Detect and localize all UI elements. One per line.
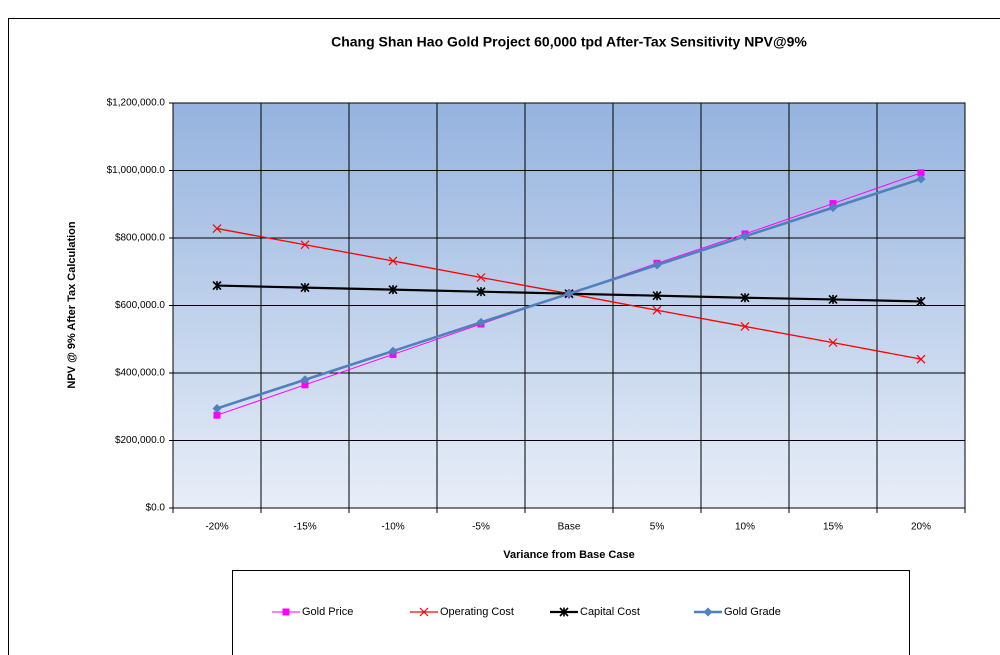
marker bbox=[559, 607, 569, 617]
x-tick-label: Base bbox=[558, 522, 581, 533]
series bbox=[212, 174, 926, 413]
marker bbox=[388, 256, 398, 266]
y-tick-label: $1,000,000.0 bbox=[107, 165, 166, 176]
y-tick-label: $600,000.0 bbox=[115, 300, 165, 311]
y-tick-label: $400,000.0 bbox=[115, 368, 165, 379]
marker bbox=[476, 317, 486, 327]
legend-item: Gold Grade bbox=[694, 606, 781, 618]
marker bbox=[212, 281, 222, 291]
marker bbox=[828, 338, 838, 348]
legend-item: Capital Cost bbox=[550, 606, 640, 618]
marker bbox=[652, 305, 662, 315]
marker bbox=[388, 346, 398, 356]
y-tick-label: $1,200,000.0 bbox=[107, 98, 166, 109]
marker bbox=[564, 289, 574, 299]
marker bbox=[476, 273, 486, 282]
marker bbox=[388, 285, 398, 295]
marker bbox=[300, 240, 310, 250]
chart-title: Chang Shan Hao Gold Project 60,000 tpd A… bbox=[331, 34, 807, 50]
marker bbox=[419, 607, 429, 617]
marker bbox=[301, 381, 309, 389]
marker bbox=[703, 607, 713, 617]
legend-label: Capital Cost bbox=[580, 606, 640, 618]
x-tick-label: 10% bbox=[735, 522, 755, 533]
marker bbox=[212, 224, 222, 233]
x-tick-label: 15% bbox=[823, 522, 843, 533]
marker bbox=[476, 287, 486, 297]
marker bbox=[652, 291, 662, 301]
legend-label: Gold Grade bbox=[724, 606, 781, 618]
x-tick-label: 20% bbox=[911, 522, 931, 533]
x-axis-title: Variance from Base Case bbox=[503, 549, 634, 561]
x-tick-label: 5% bbox=[650, 522, 665, 533]
legend-item: Gold Price bbox=[272, 606, 353, 618]
marker bbox=[300, 375, 310, 385]
y-tick-label: $200,000.0 bbox=[115, 435, 165, 446]
marker bbox=[916, 354, 926, 364]
x-tick-label: -15% bbox=[293, 522, 316, 533]
x-tick-label: -20% bbox=[205, 522, 228, 533]
marker bbox=[916, 296, 926, 307]
y-axis-title: NPV @ 9% After Tax Calculation bbox=[66, 221, 78, 388]
marker bbox=[282, 608, 290, 616]
marker bbox=[213, 411, 221, 419]
legend-label: Gold Price bbox=[302, 606, 353, 618]
y-tick-label: $800,000.0 bbox=[115, 233, 165, 244]
y-tick-label: $0.0 bbox=[146, 503, 166, 514]
marker bbox=[212, 403, 222, 413]
marker bbox=[300, 283, 310, 293]
marker bbox=[740, 231, 750, 241]
x-tick-label: -5% bbox=[472, 522, 490, 533]
marker bbox=[740, 322, 750, 331]
marker bbox=[828, 294, 838, 304]
marker bbox=[828, 203, 838, 213]
marker bbox=[652, 260, 662, 270]
legend-item: Operating Cost bbox=[410, 606, 514, 618]
marker bbox=[916, 174, 926, 184]
legend-label: Operating Cost bbox=[440, 606, 514, 618]
marker bbox=[917, 169, 925, 177]
marker bbox=[740, 293, 750, 303]
x-tick-label: -10% bbox=[381, 522, 404, 533]
